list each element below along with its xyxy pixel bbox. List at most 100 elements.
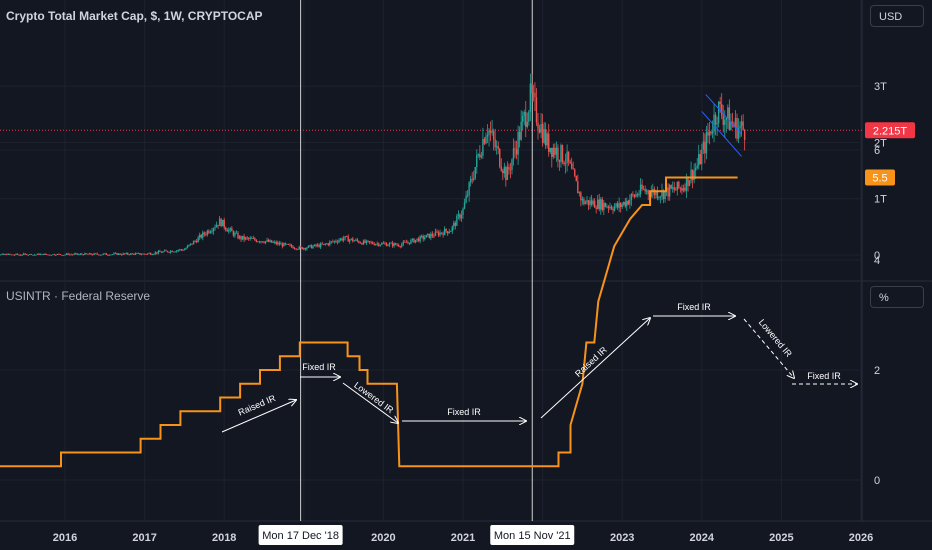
candle-body — [272, 242, 274, 243]
candle-body — [12, 254, 14, 256]
candle-body — [67, 253, 69, 255]
crosshair-date-badge — [258, 525, 343, 545]
candle-body — [79, 253, 82, 255]
candle-body — [742, 121, 744, 130]
candle-body — [587, 200, 590, 206]
candle-body — [68, 254, 71, 256]
candle-body — [361, 243, 363, 245]
candle-body — [512, 148, 515, 160]
candle-body — [97, 254, 100, 256]
candle-body — [676, 181, 679, 190]
candle-body — [672, 187, 674, 189]
candle-body — [197, 237, 199, 243]
candle-body — [399, 246, 401, 248]
candle-body — [240, 236, 242, 240]
candle-body — [280, 243, 282, 245]
candle-body — [327, 243, 329, 245]
candle-body — [183, 249, 186, 251]
candle-body — [205, 234, 207, 236]
x-tick-label: 2023 — [610, 532, 634, 544]
candle-body — [70, 254, 72, 256]
candle-body — [53, 254, 55, 256]
candle-body — [130, 253, 132, 255]
unit-selector[interactable]: % — [870, 286, 924, 308]
candle-body — [701, 149, 703, 165]
candle-body — [436, 231, 438, 233]
candle-body — [91, 254, 94, 256]
candle-body — [544, 129, 547, 146]
candle-body — [188, 244, 190, 246]
candle-body — [469, 178, 472, 183]
candle-body — [517, 131, 519, 155]
candle-body — [710, 131, 712, 134]
candle-body — [267, 239, 270, 242]
candle-body — [232, 231, 235, 236]
candle-body — [45, 253, 48, 255]
candle-body — [85, 253, 88, 255]
candle-body — [332, 241, 334, 243]
candle-body — [150, 253, 152, 255]
candle-body — [134, 253, 137, 255]
candle-body — [212, 228, 215, 232]
candle-body — [358, 241, 360, 243]
candle-body — [376, 243, 378, 245]
candle-body — [636, 194, 639, 196]
candle-body — [313, 244, 316, 247]
candle-body — [309, 245, 311, 246]
candle-body — [76, 253, 78, 255]
candle-body — [143, 253, 146, 255]
candle-body — [737, 127, 740, 139]
candle-body — [88, 253, 91, 255]
candle-body — [42, 253, 45, 255]
candle-body — [612, 208, 614, 211]
candle-body — [583, 199, 585, 205]
x-tick-label: 2025 — [769, 532, 793, 544]
candle-body — [373, 243, 375, 246]
candle-body — [606, 206, 608, 208]
candle-body — [128, 254, 130, 256]
rate-series-line — [0, 176, 738, 468]
interest-rate-line — [0, 176, 738, 468]
candle-body — [604, 202, 607, 208]
candle-body — [36, 253, 39, 255]
candle-body — [581, 199, 584, 201]
candle-body — [543, 129, 545, 143]
candle-body — [408, 242, 411, 244]
candle-body — [119, 253, 121, 255]
candle-body — [303, 248, 305, 250]
candle-body — [603, 202, 605, 210]
candle-body — [413, 238, 415, 243]
candle-body — [417, 238, 420, 242]
candle-body — [658, 197, 660, 199]
annotation-label: Lowered IR — [757, 317, 795, 359]
candle-body — [422, 235, 424, 240]
candle-body — [630, 194, 633, 200]
candle-body — [3, 253, 5, 255]
candle-body — [52, 254, 54, 256]
candle-body — [153, 254, 155, 255]
x-tick-label: 2018 — [212, 532, 236, 544]
y-tick-label: 1T — [874, 194, 887, 206]
candle-body — [459, 214, 461, 219]
candle-body — [430, 233, 432, 239]
candle-body — [381, 243, 383, 245]
candle-body — [318, 244, 320, 248]
candle-body — [203, 232, 205, 235]
candle-body — [310, 245, 313, 249]
candle-body — [186, 245, 189, 249]
y-tick-label: 2 — [874, 365, 880, 377]
candle-body — [466, 195, 469, 197]
candle-body — [18, 254, 20, 256]
candle-body — [537, 122, 539, 129]
candle-body — [55, 255, 57, 256]
candle-body — [534, 92, 536, 98]
annotation-label: Fixed IR — [447, 407, 481, 417]
candle-body — [503, 167, 506, 174]
candle-body — [593, 200, 596, 208]
candle-body — [38, 253, 40, 255]
candle-body — [453, 222, 455, 227]
currency-selector[interactable]: USD — [870, 5, 924, 27]
candle-body — [295, 248, 297, 250]
candle-body — [489, 130, 492, 133]
